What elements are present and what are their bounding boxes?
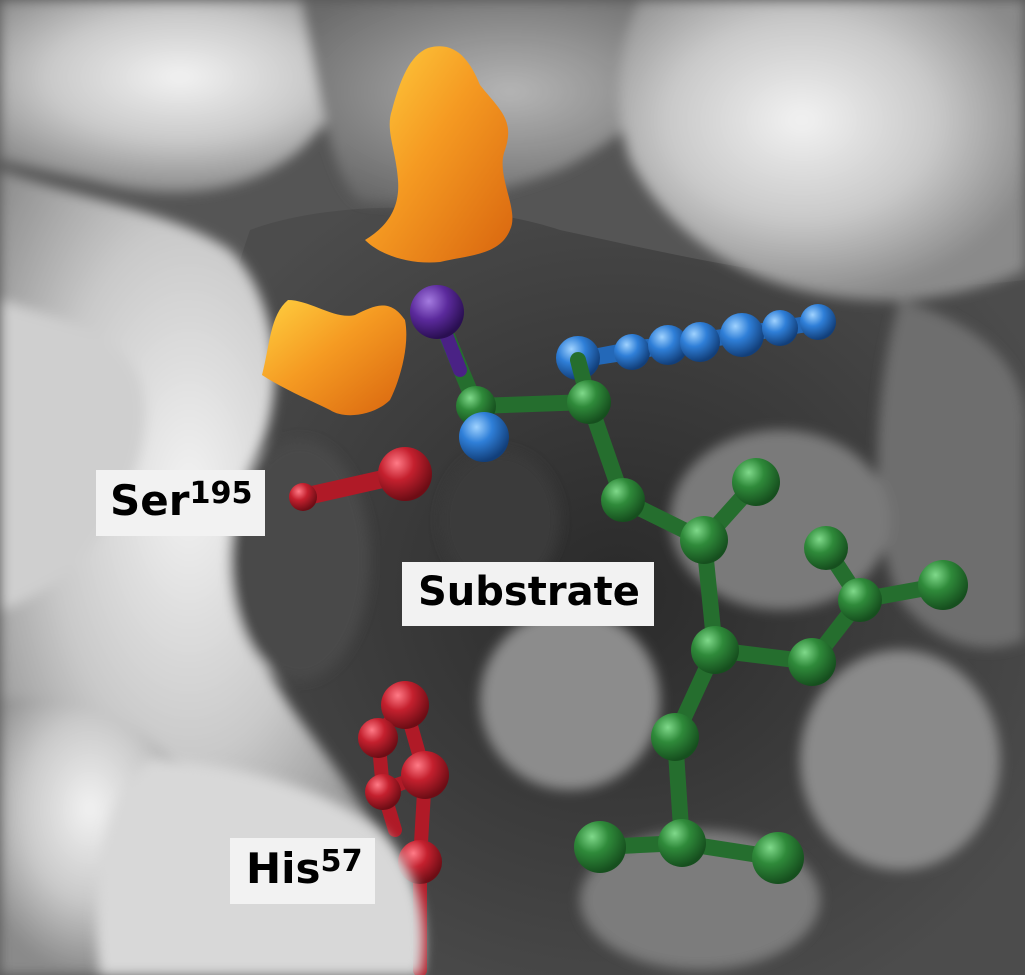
- label-ser195-number: 195: [189, 475, 253, 511]
- ser195-residue: [289, 447, 432, 511]
- substrate-carbonyl: [410, 285, 509, 462]
- label-his57: His57: [230, 838, 375, 904]
- his57-residue: [358, 681, 449, 975]
- label-his57-number: 57: [320, 843, 363, 879]
- substrate-aromatic: [556, 304, 836, 380]
- oxyanion-patch-lower: [262, 300, 407, 416]
- oxyanion-patch-upper: [365, 46, 513, 263]
- label-ser195: Ser195: [96, 470, 265, 536]
- label-substrate: Substrate: [402, 562, 654, 626]
- label-his57-name: His: [246, 844, 321, 893]
- label-substrate-name: Substrate: [418, 569, 640, 615]
- label-ser195-name: Ser: [110, 476, 190, 525]
- substrate-chain: [429, 304, 968, 884]
